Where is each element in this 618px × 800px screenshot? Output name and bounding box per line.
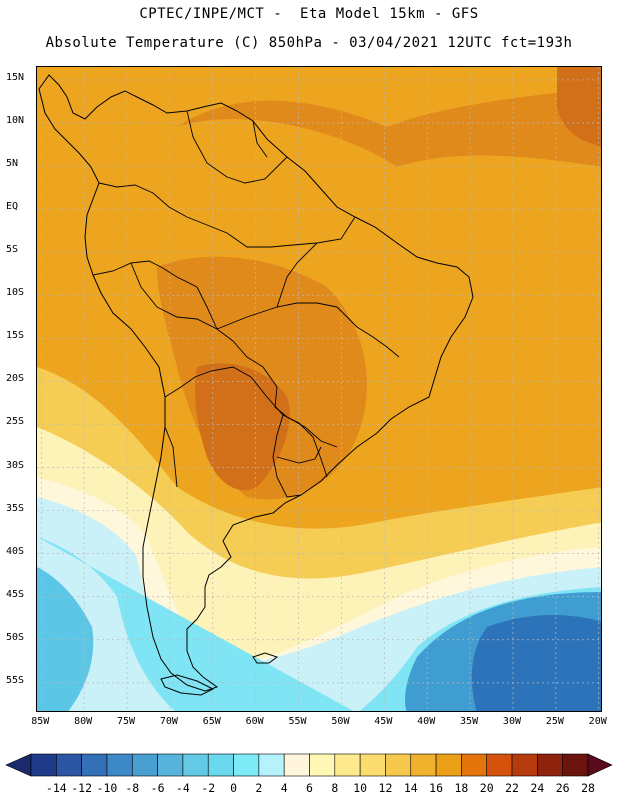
field-cold5-band <box>471 615 601 711</box>
temperature-map[interactable] <box>36 66 602 712</box>
colorbar-bin <box>334 753 361 777</box>
longitude-label: 55W <box>288 716 307 727</box>
colorbar-tick-label: 26 <box>555 781 570 795</box>
longitude-label: 30W <box>502 716 521 727</box>
latitude-label: 30S <box>6 459 25 471</box>
latitude-label: 5S <box>6 244 19 256</box>
longitude-label: 70W <box>159 716 178 727</box>
colorbar-bin <box>385 753 412 777</box>
colorbar-tick-label: 10 <box>353 781 368 795</box>
colorbar-bin <box>283 753 310 777</box>
colorbar-tick-label: 4 <box>280 781 288 795</box>
longitude-label: 25W <box>545 716 564 727</box>
colorbar-tick-label: 22 <box>505 781 519 795</box>
colorbar-tick-label: 18 <box>454 781 469 795</box>
colorbar-bin <box>131 753 158 777</box>
longitude-label: 35W <box>460 716 479 727</box>
longitude-label: 60W <box>245 716 264 727</box>
colorbar-tick-label: 16 <box>429 781 443 795</box>
colorbar-bin <box>461 753 488 777</box>
south-america-coastline <box>38 74 474 692</box>
colorbar-bin <box>56 753 82 777</box>
colorbar-bin <box>30 753 57 777</box>
colorbar-tick-label: 28 <box>581 781 595 795</box>
longitude-label: 40W <box>417 716 436 727</box>
colorbar-tick-label: -8 <box>125 781 140 795</box>
colorbar-tick-label: 12 <box>378 781 393 795</box>
latitude-label: 20S <box>6 373 25 385</box>
colorbar-bin <box>511 753 538 777</box>
field-hot-core <box>195 363 290 491</box>
colorbar-tick-label: -2 <box>201 781 216 795</box>
field-hot-ne <box>557 67 601 147</box>
colorbar-bin <box>537 753 563 777</box>
colorbar-tick-label: 8 <box>331 781 339 795</box>
colorbar-tick-label: 6 <box>306 781 313 795</box>
colorbar-bin <box>207 753 234 777</box>
longitude-label: 50W <box>331 716 350 727</box>
temperature-colorbar <box>5 753 613 777</box>
colorbar-bin <box>157 753 184 777</box>
latitude-label: EQ <box>6 201 19 213</box>
field-warm-band <box>177 87 601 167</box>
latitude-label: 15S <box>6 330 25 342</box>
temperature-field <box>37 67 601 711</box>
field-cold4-sw <box>37 567 94 711</box>
map-title-line2: Absolute Temperature (C) 850hPa - 03/04/… <box>45 35 573 51</box>
colorbar-tick-label: -12 <box>71 781 93 795</box>
colorbar-bin <box>182 753 209 777</box>
colorbar-tick-label: 2 <box>255 781 263 795</box>
longitude-label: 75W <box>117 716 136 727</box>
colorbar-bin <box>486 753 513 777</box>
graticule-grid <box>37 67 601 711</box>
latitude-label: 50S <box>6 631 25 643</box>
latitude-label: 40S <box>6 545 25 557</box>
falkland-islands <box>252 652 279 664</box>
colorbar-bin <box>435 753 462 777</box>
colorbar-tick-label: -10 <box>96 781 118 795</box>
longitude-label: 80W <box>74 716 93 727</box>
longitude-label: 65W <box>202 716 221 727</box>
latitude-label: 15N <box>6 71 25 83</box>
map-title-line1: CPTEC/INPE/MCT - Eta Model 15km - GFS <box>139 6 479 22</box>
latitude-label: 45S <box>6 588 25 600</box>
colorbar-bin <box>359 753 386 777</box>
colorbar-tick-label: 0 <box>230 781 237 795</box>
colorbar-tick-label: -14 <box>45 781 67 795</box>
colorbar-tick-label: 20 <box>479 781 494 795</box>
colorbar-bin <box>81 753 108 777</box>
colorbar-tick-label: -6 <box>150 781 165 795</box>
colorbar-bin <box>258 753 285 777</box>
colorbar-bin <box>106 753 133 777</box>
colorbar-bin <box>309 753 336 777</box>
colorbar-tick-label: 24 <box>530 781 545 795</box>
colorbar-bin <box>410 753 437 777</box>
longitude-label: 85W <box>31 716 50 727</box>
colorbar-right-arrow <box>587 753 613 777</box>
colorbar-tick-label: -4 <box>175 781 190 795</box>
colorbar-left-arrow <box>5 753 32 777</box>
latitude-label: 10S <box>6 287 25 299</box>
national-borders <box>92 110 400 498</box>
colorbar-bin <box>562 753 589 777</box>
longitude-label: 45W <box>374 716 393 727</box>
latitude-label: 10N <box>6 114 25 126</box>
latitude-label: 35S <box>6 502 25 514</box>
tierra-del-fuego <box>160 674 215 696</box>
latitude-label: 55S <box>6 674 25 686</box>
longitude-label: 20W <box>588 716 607 727</box>
colorbar-tick-label: 14 <box>403 781 418 795</box>
colorbar-bin <box>233 753 260 777</box>
latitude-label: 5N <box>6 158 19 170</box>
latitude-label: 25S <box>6 416 25 428</box>
